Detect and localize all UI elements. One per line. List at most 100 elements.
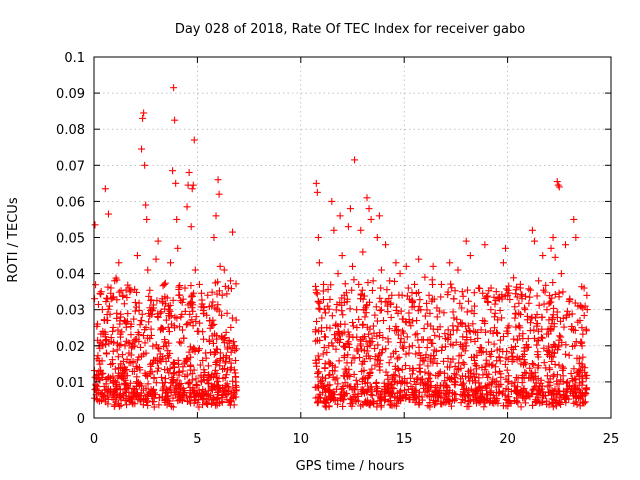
data-point (329, 367, 337, 375)
data-point (463, 336, 471, 344)
data-point (208, 321, 216, 329)
data-point (176, 282, 184, 290)
data-point (510, 397, 518, 405)
data-point (182, 321, 190, 329)
data-point (441, 377, 449, 385)
data-point (405, 343, 413, 351)
data-point (466, 328, 474, 336)
data-point (106, 388, 114, 396)
data-point (375, 352, 383, 360)
data-point (313, 399, 321, 407)
data-point (135, 381, 143, 389)
data-point (142, 201, 150, 209)
data-point (320, 344, 328, 352)
data-point (126, 288, 134, 296)
data-point (526, 293, 534, 301)
data-point (225, 336, 233, 344)
data-point (361, 313, 369, 321)
data-point (492, 388, 500, 396)
data-point (583, 371, 591, 379)
data-point (403, 333, 411, 341)
data-point (232, 357, 240, 365)
data-point (177, 339, 185, 347)
data-point (339, 396, 347, 404)
data-point (395, 366, 403, 374)
y-tick-label: 0.08 (56, 123, 85, 138)
data-point (315, 355, 323, 363)
data-point (325, 371, 333, 379)
data-point (554, 387, 562, 395)
data-point (117, 310, 125, 318)
data-point (119, 357, 127, 365)
data-point (551, 360, 559, 368)
data-point (138, 352, 146, 360)
data-point (404, 385, 412, 393)
data-point (448, 374, 456, 382)
data-point (348, 359, 356, 367)
data-point (390, 385, 398, 393)
data-point (153, 297, 161, 305)
data-point (95, 371, 103, 379)
data-point (539, 334, 547, 342)
data-point (363, 399, 371, 407)
data-point (91, 221, 99, 229)
data-point (528, 226, 536, 234)
data-point (332, 322, 340, 330)
data-point (415, 364, 423, 372)
data-point (198, 300, 206, 308)
data-point (325, 358, 333, 366)
data-point (135, 392, 143, 400)
data-point (575, 359, 583, 367)
data-point (345, 333, 353, 341)
data-point (449, 322, 457, 330)
data-point (98, 357, 106, 365)
data-point (191, 266, 199, 274)
data-point (449, 341, 457, 349)
data-point (490, 340, 498, 348)
data-point (373, 234, 381, 241)
data-point (496, 357, 504, 365)
data-point (213, 357, 221, 365)
data-point (128, 367, 136, 375)
data-point (424, 362, 432, 370)
data-point (374, 341, 382, 349)
data-point (558, 363, 566, 371)
data-point (493, 328, 501, 336)
data-point (131, 298, 139, 306)
data-point (423, 380, 431, 388)
data-point (423, 299, 431, 307)
data-point (220, 266, 228, 274)
data-point (490, 324, 498, 332)
data-point (214, 378, 222, 386)
data-point (515, 322, 523, 330)
data-point (145, 389, 153, 397)
data-point (484, 298, 492, 306)
data-point (391, 371, 399, 379)
data-point (444, 291, 452, 299)
data-point (175, 338, 183, 346)
data-point (173, 215, 181, 223)
data-point (158, 373, 166, 381)
data-point (367, 215, 375, 223)
data-point (115, 391, 123, 399)
data-point (556, 317, 564, 325)
data-point (376, 294, 384, 302)
data-point (542, 364, 550, 372)
data-point (385, 325, 393, 333)
data-point (325, 342, 333, 350)
data-point (368, 365, 376, 373)
data-point (338, 307, 346, 315)
data-point (515, 332, 523, 340)
data-point (229, 228, 237, 236)
data-point (536, 387, 544, 395)
data-point (165, 310, 173, 318)
data-point (106, 302, 114, 310)
data-point (119, 392, 127, 400)
data-point (181, 307, 189, 315)
data-point (345, 365, 353, 373)
data-point (577, 366, 585, 374)
data-point (197, 289, 205, 297)
data-point (93, 355, 101, 363)
data-point (145, 292, 153, 300)
data-point (553, 178, 561, 186)
